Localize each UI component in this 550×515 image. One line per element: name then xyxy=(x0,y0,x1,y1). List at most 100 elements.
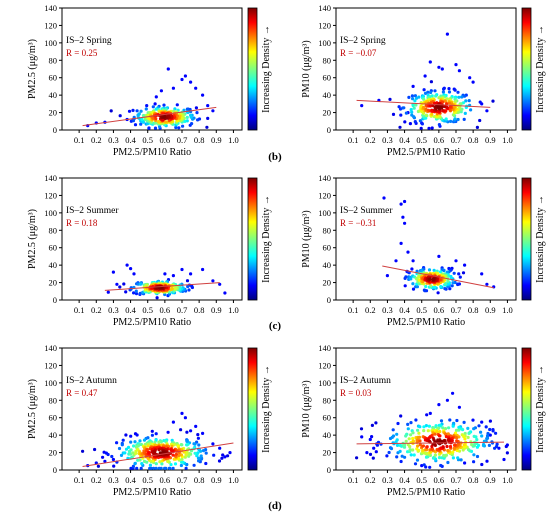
y-axis-label: PM2.5 (μg/m³) xyxy=(27,379,38,439)
data-point xyxy=(451,424,455,428)
y-tick-label: 100 xyxy=(44,378,57,388)
data-point xyxy=(166,459,170,463)
data-point xyxy=(359,427,364,431)
data-point xyxy=(183,416,187,420)
data-point xyxy=(456,90,460,94)
plot-frame xyxy=(335,347,517,471)
data-point xyxy=(146,122,150,126)
data-point xyxy=(179,463,183,468)
x-tick-label: 0.4 xyxy=(399,135,410,145)
x-tick-label: 0.1 xyxy=(348,135,359,145)
season-label: IS–2 Autumn xyxy=(66,376,117,386)
data-point xyxy=(418,425,422,429)
data-point xyxy=(409,108,413,112)
x-tick-label: 0.7 xyxy=(177,135,188,145)
data-point xyxy=(139,109,143,113)
x-tick-label: 0.8 xyxy=(194,305,205,315)
data-point xyxy=(475,438,479,442)
data-point xyxy=(485,437,489,441)
data-point xyxy=(416,428,420,432)
data-point xyxy=(403,284,407,288)
data-point xyxy=(413,99,417,103)
data-point xyxy=(429,90,433,95)
data-point xyxy=(139,122,143,126)
data-point xyxy=(422,429,426,433)
data-point xyxy=(467,99,471,103)
data-point xyxy=(153,440,157,444)
data-point xyxy=(388,97,392,101)
data-point xyxy=(126,445,131,449)
data-point xyxy=(151,116,155,120)
x-tick-label: 0.9 xyxy=(485,305,496,315)
data-point xyxy=(432,268,436,272)
data-point xyxy=(197,443,201,447)
data-point xyxy=(469,440,473,444)
data-point xyxy=(136,282,140,286)
data-point xyxy=(368,452,373,456)
y-tick-label: 140 xyxy=(318,3,331,13)
x-tick-label: 0.6 xyxy=(434,305,445,315)
data-point xyxy=(201,93,205,97)
data-point xyxy=(411,103,415,108)
y-tick-label: 100 xyxy=(318,38,331,48)
data-point xyxy=(360,435,364,439)
data-point xyxy=(427,268,432,272)
data-point xyxy=(411,259,415,263)
colorbar xyxy=(521,177,532,301)
season-label: IS–2 Spring xyxy=(340,36,386,46)
data-point xyxy=(480,272,484,276)
x-tick-label: 0.2 xyxy=(365,475,376,485)
data-point xyxy=(454,63,458,67)
data-point xyxy=(460,95,464,99)
scatter-points xyxy=(382,196,496,295)
data-point xyxy=(414,103,418,107)
data-point xyxy=(441,445,445,449)
data-point xyxy=(193,451,197,455)
data-point xyxy=(463,263,467,267)
data-point xyxy=(158,460,162,464)
data-point xyxy=(124,290,128,294)
data-point xyxy=(93,447,97,452)
y-tick-label: 20 xyxy=(323,448,332,458)
data-point xyxy=(399,241,403,245)
data-point xyxy=(159,89,163,93)
data-point xyxy=(475,454,480,459)
season-label: IS–2 Autumn xyxy=(340,376,391,386)
data-point xyxy=(169,115,173,119)
data-point xyxy=(487,443,491,447)
data-point xyxy=(485,282,489,286)
data-point xyxy=(134,289,138,293)
data-point xyxy=(457,425,461,429)
data-point xyxy=(372,446,376,450)
y-tick-label: 120 xyxy=(44,190,57,200)
data-point xyxy=(164,120,168,124)
data-point xyxy=(438,430,442,434)
data-point xyxy=(482,442,486,447)
y-tick-label: 80 xyxy=(49,55,58,65)
data-point xyxy=(403,199,407,204)
data-point xyxy=(144,107,148,111)
data-point xyxy=(189,80,193,84)
data-point xyxy=(374,421,378,425)
data-point xyxy=(455,418,459,423)
data-point xyxy=(404,434,408,438)
data-point xyxy=(480,462,484,467)
data-point xyxy=(447,90,452,94)
y-tick-label: 40 xyxy=(323,430,332,440)
y-tick-label: 0 xyxy=(53,465,57,475)
data-point xyxy=(493,446,497,450)
data-point xyxy=(204,461,208,466)
data-point xyxy=(148,463,152,467)
x-tick-label: 0.4 xyxy=(125,135,136,145)
x-tick-label: 0.6 xyxy=(160,305,171,315)
data-point xyxy=(205,125,209,129)
data-point xyxy=(438,434,442,438)
data-point xyxy=(226,454,230,458)
data-point xyxy=(155,296,159,300)
x-tick-label: 0.9 xyxy=(211,305,222,315)
data-point xyxy=(434,94,438,98)
data-point xyxy=(403,221,407,225)
data-point xyxy=(180,411,184,415)
data-point xyxy=(434,425,438,429)
data-point xyxy=(480,434,484,438)
